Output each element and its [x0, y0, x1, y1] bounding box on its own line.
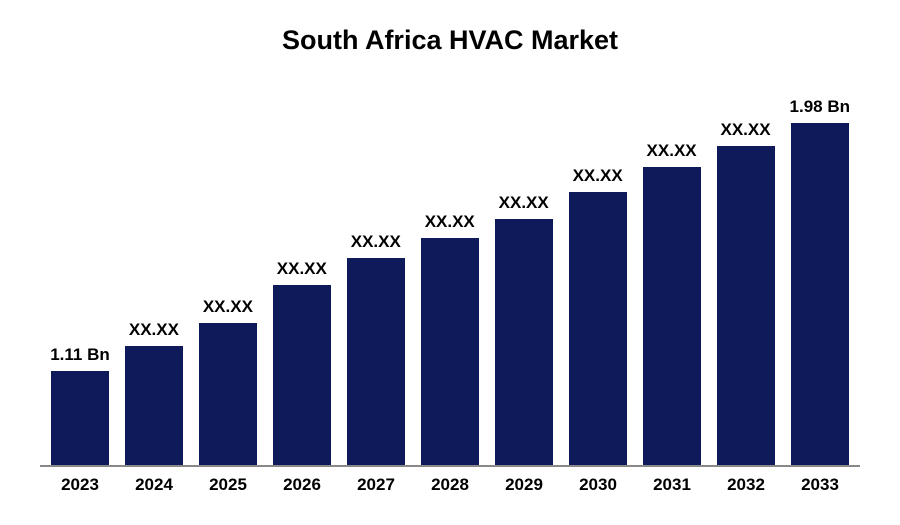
x-axis-tick: 2031: [642, 475, 702, 495]
bar-group: XX.XX: [198, 81, 258, 465]
bar-group: XX.XX: [642, 81, 702, 465]
x-axis-tick: 2025: [198, 475, 258, 495]
x-axis-tick: 2023: [50, 475, 110, 495]
x-axis-tick: 2027: [346, 475, 406, 495]
bar-value-label: XX.XX: [351, 232, 401, 252]
x-axis-tick: 2026: [272, 475, 332, 495]
bar: [347, 258, 405, 465]
bar-group: XX.XX: [420, 81, 480, 465]
x-axis: 2023 2024 2025 2026 2027 2028 2029 2030 2031 2032…: [40, 467, 860, 495]
x-axis-tick: 2030: [568, 475, 628, 495]
bar-value-label: XX.XX: [277, 259, 327, 279]
bar-group: XX.XX: [568, 81, 628, 465]
bar-value-label: XX.XX: [129, 320, 179, 340]
bar-value-label: XX.XX: [721, 120, 771, 140]
bar-group: XX.XX: [716, 81, 776, 465]
bar: [421, 238, 479, 465]
bar-group: XX.XX: [124, 81, 184, 465]
bar: [51, 371, 109, 465]
bar-value-label: XX.XX: [425, 212, 475, 232]
x-axis-tick: 2032: [716, 475, 776, 495]
chart-container: South Africa HVAC Market 1.11 Bn XX.XX XX.…: [0, 0, 900, 525]
bar-group: 1.98 Bn: [790, 81, 850, 465]
x-axis-tick: 2029: [494, 475, 554, 495]
bar-value-label: 1.11 Bn: [50, 345, 110, 365]
x-axis-tick: 2024: [124, 475, 184, 495]
bar: [125, 346, 183, 465]
bar: [569, 192, 627, 465]
bar-group: XX.XX: [272, 81, 332, 465]
bar-value-label: XX.XX: [499, 193, 549, 213]
bar-value-label: XX.XX: [203, 297, 253, 317]
bar-group: 1.11 Bn: [50, 81, 110, 465]
bar-value-label: XX.XX: [647, 141, 697, 161]
bar-value-label: XX.XX: [573, 166, 623, 186]
chart-title: South Africa HVAC Market: [40, 25, 860, 56]
bar: [643, 167, 701, 465]
bar-value-label: 1.98 Bn: [790, 97, 850, 117]
bar: [273, 285, 331, 465]
x-axis-tick: 2033: [790, 475, 850, 495]
x-axis-tick: 2028: [420, 475, 480, 495]
bar: [199, 323, 257, 465]
bar-group: XX.XX: [346, 81, 406, 465]
bar: [495, 219, 553, 465]
plot-area: 1.11 Bn XX.XX XX.XX XX.XX XX.XX XX.XX XX.XX XX.…: [40, 81, 860, 467]
bar: [791, 123, 849, 465]
bar: [717, 146, 775, 465]
bar-group: XX.XX: [494, 81, 554, 465]
